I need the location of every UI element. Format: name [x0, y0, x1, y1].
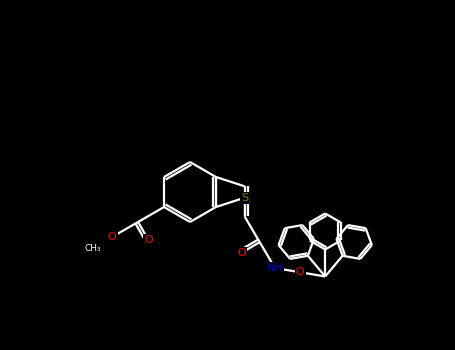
- Text: CH₃: CH₃: [84, 244, 101, 253]
- Text: O: O: [237, 248, 246, 258]
- Text: O: O: [144, 235, 153, 245]
- Text: NH: NH: [267, 263, 283, 273]
- Text: O: O: [296, 267, 304, 277]
- Text: O: O: [108, 232, 116, 242]
- Text: S: S: [241, 193, 248, 203]
